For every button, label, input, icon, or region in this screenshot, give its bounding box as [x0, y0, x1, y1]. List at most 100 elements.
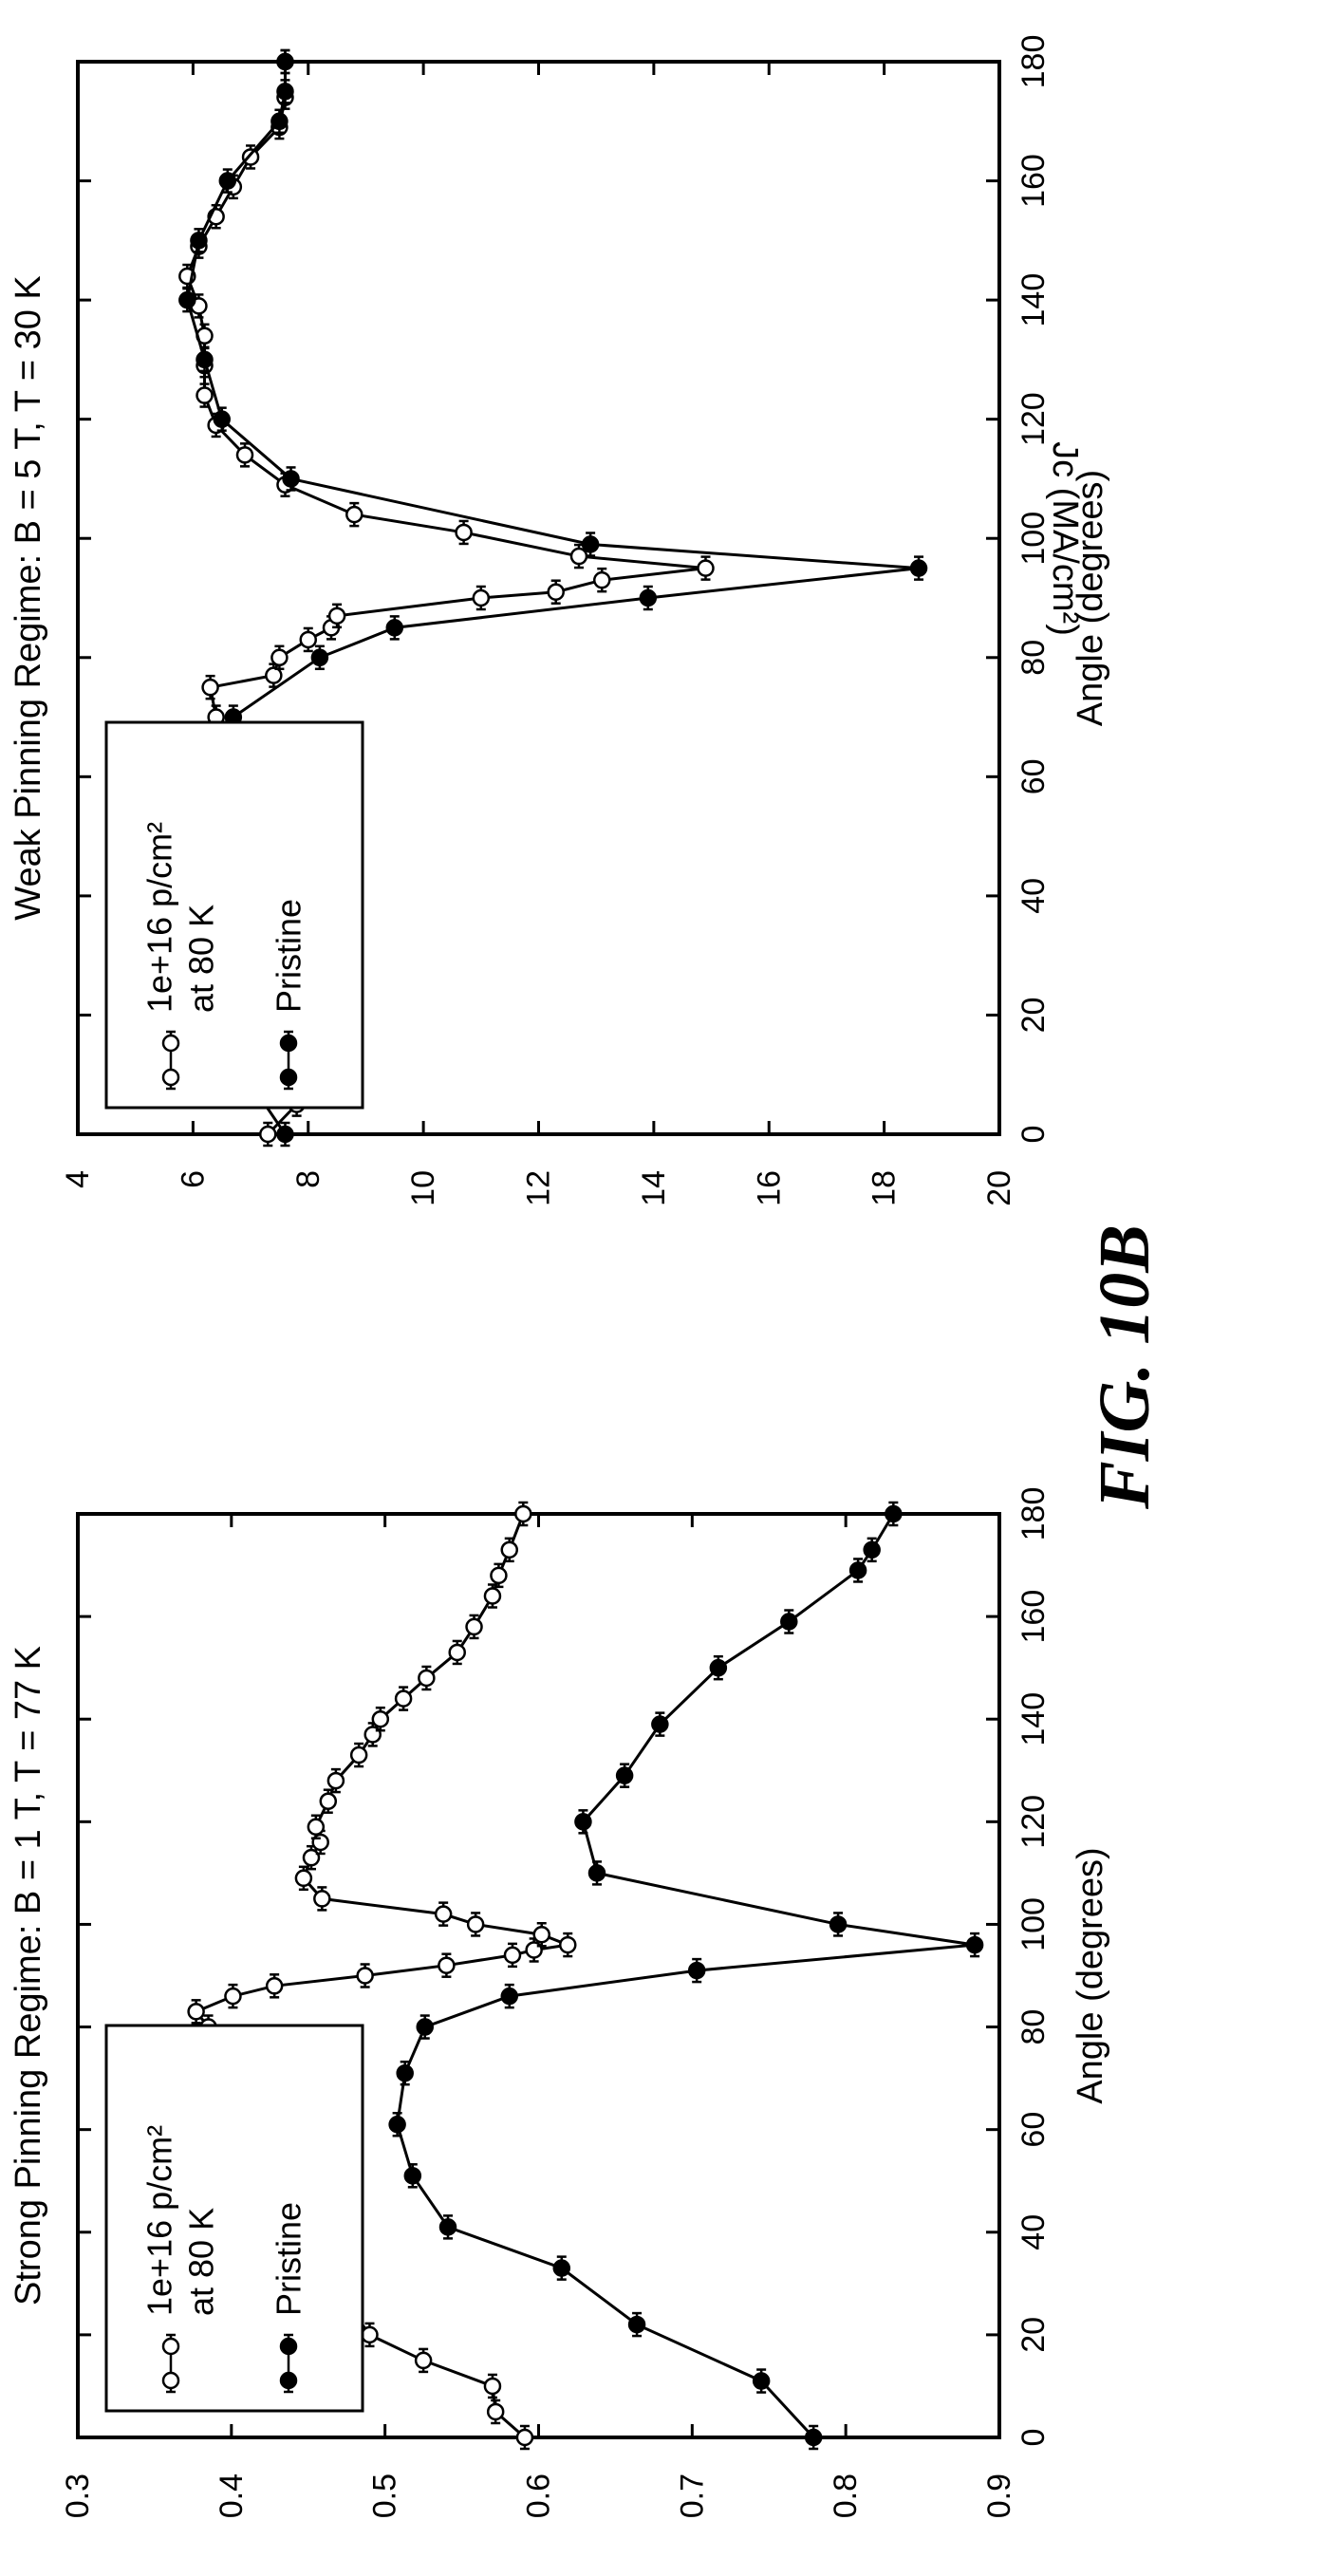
data-point-filled: [218, 172, 237, 190]
data-point-filled: [965, 1935, 984, 1954]
plot-title: Strong Pinning Regime: B = 1 T, T = 77 K: [9, 1646, 48, 2305]
data-point-open: [294, 1869, 313, 1888]
jc-tick-label: 6: [175, 1170, 211, 1188]
data-point-filled: [190, 232, 208, 250]
data-point-filled: [178, 290, 196, 309]
data-point-open: [455, 523, 473, 542]
angle-tick-label: 20: [1016, 998, 1052, 1034]
figure-label: FIG. 10B: [1085, 1177, 1165, 1557]
data-point-open: [235, 446, 254, 464]
data-point-open: [558, 1935, 577, 1954]
data-point-filled: [574, 1813, 592, 1831]
angle-tick-label: 140: [1016, 1692, 1052, 1746]
data-point-filled: [709, 1658, 728, 1677]
plot-title: Weak Pinning Regime: B = 5 T, T = 30 K: [9, 275, 48, 920]
plot-weak-pinning: 0 20 40 60 80 100 120 140 160 180 4 6 8 10 12 14 16 18 20 A…: [9, 35, 1110, 1206]
data-point-open: [349, 1745, 368, 1764]
series-line: [396, 1513, 976, 2439]
data-point-filled: [396, 2063, 414, 2082]
angle-tick-label: 160: [1016, 154, 1052, 208]
angle-axis-label: Angle (degrees): [1071, 1847, 1110, 2103]
data-point-open: [503, 1946, 522, 1965]
data-point-filled: [780, 1613, 798, 1631]
legend-marker-filled: [279, 1034, 298, 1053]
data-point-open: [270, 648, 289, 667]
data-point-open: [302, 1848, 321, 1867]
data-point-open: [394, 1689, 413, 1708]
data-point-filled: [276, 83, 294, 101]
data-point-open: [265, 666, 283, 684]
data-point-open: [532, 1926, 550, 1944]
legend-marker-open: [161, 2371, 180, 2390]
jc-axis-label: Jᴄ (MA/cm²): [1045, 441, 1085, 636]
angle-tick-label: 180: [1016, 35, 1052, 89]
data-point-open: [327, 607, 346, 625]
legend: 1e+16 p/cm² at 80 K Pristine: [104, 2024, 364, 2413]
data-point-open: [265, 1977, 284, 1995]
jc-tick-label: 18: [866, 1170, 903, 1206]
data-point-open: [326, 1771, 345, 1790]
data-point-open: [547, 583, 565, 601]
data-point-filled: [403, 2167, 422, 2185]
data-point-filled: [804, 2428, 823, 2447]
angle-tick-label: 180: [1016, 1487, 1052, 1541]
data-point-open: [525, 1941, 543, 1959]
jc-tick-label: 4: [60, 1170, 96, 1188]
legend-marker-filled: [279, 2337, 298, 2356]
data-point-open: [363, 1726, 382, 1744]
data-point-filled: [587, 1864, 606, 1882]
data-point-filled: [687, 1961, 706, 1980]
angle-tick-label: 0: [1016, 1126, 1052, 1144]
data-point-open: [486, 2402, 505, 2421]
data-point-open: [569, 547, 588, 566]
data-point-filled: [310, 648, 329, 667]
jc-tick-label: 0.4: [214, 2473, 250, 2518]
legend-label-dose: 1e+16 p/cm²: [140, 2125, 179, 2316]
legend-label-temp: at 80 K: [182, 2208, 221, 2316]
data-point-filled: [276, 52, 294, 71]
data-point-open: [201, 678, 219, 697]
data-point-filled: [270, 112, 289, 131]
series-pristine: [388, 1501, 984, 2451]
data-point-open: [472, 588, 491, 607]
data-point-open: [515, 2428, 534, 2447]
angle-tick-label: 40: [1016, 2214, 1052, 2250]
figure-label-text: FIG. 10B: [1085, 1224, 1165, 1509]
jc-tick-label: 0.9: [981, 2473, 1017, 2518]
data-point-filled: [615, 1766, 634, 1784]
data-point-filled: [848, 1561, 867, 1579]
data-point-open: [434, 1905, 453, 1923]
jc-tick-label: 0.5: [367, 2473, 403, 2518]
angle-tick-label: 60: [1016, 758, 1052, 794]
data-point-filled: [276, 1125, 294, 1144]
data-point-open: [465, 1617, 483, 1636]
jc-tick-label: 0.6: [521, 2473, 557, 2518]
jc-tick-label: 14: [636, 1170, 672, 1206]
data-point-filled: [863, 1540, 881, 1559]
data-point-filled: [752, 2372, 771, 2390]
angle-tick-label: 120: [1016, 1795, 1052, 1849]
data-point-open: [307, 1818, 326, 1836]
jc-tick-label: 20: [981, 1170, 1017, 1206]
data-point-open: [514, 1504, 532, 1523]
data-point-filled: [438, 2218, 457, 2236]
data-point-open: [356, 1967, 374, 1985]
jc-tick-label: 10: [405, 1170, 441, 1206]
angle-tick-label: 0: [1016, 2429, 1052, 2447]
angle-tick-label: 100: [1016, 512, 1052, 566]
data-point-open: [593, 570, 611, 589]
legend-marker-open: [161, 1068, 180, 1087]
legend-marker-open: [161, 2337, 180, 2356]
data-point-open: [361, 2325, 379, 2344]
jc-tick-label: 0.7: [674, 2473, 710, 2518]
data-point-filled: [885, 1504, 903, 1523]
legend-label-dose: 1e+16 p/cm²: [140, 822, 179, 1013]
data-point-open: [418, 1669, 436, 1688]
data-point-filled: [639, 588, 658, 607]
jc-tick-label: 16: [751, 1170, 787, 1206]
legend-label-pristine: Pristine: [270, 2202, 308, 2316]
data-point-filled: [213, 410, 231, 428]
angle-tick-label: 100: [1016, 1897, 1052, 1951]
angle-tick-label: 120: [1016, 392, 1052, 446]
